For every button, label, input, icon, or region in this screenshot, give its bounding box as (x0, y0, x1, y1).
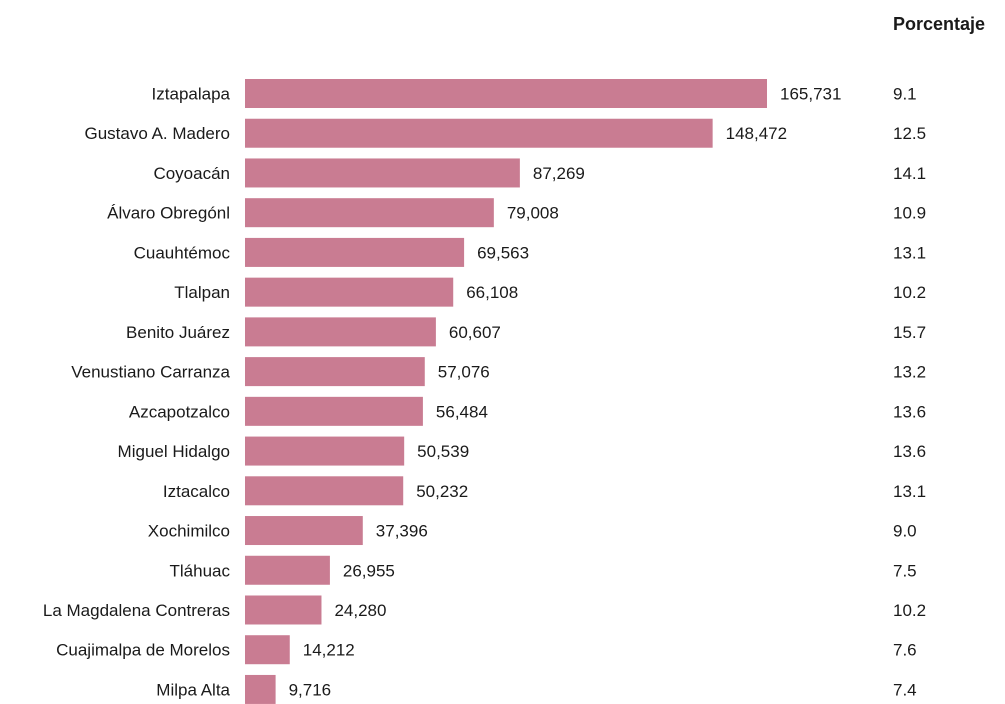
percentage-label: 7.5 (893, 561, 917, 580)
percentage-label: 13.1 (893, 482, 926, 501)
bar (245, 555, 330, 585)
category-label: Tlalpan (174, 283, 230, 302)
chart-rows: Iztapalapa 165,731 9.1 Gustavo A. Madero 148… (43, 79, 926, 704)
value-label: 165,731 (780, 85, 841, 104)
value-label: 69,563 (477, 243, 529, 262)
value-label: 50,539 (417, 442, 469, 461)
percentage-label: 13.1 (893, 243, 926, 262)
value-label: 66,108 (466, 283, 518, 302)
bar (245, 118, 713, 148)
percentage-label: 9.1 (893, 85, 917, 104)
category-label: Benito Juárez (126, 323, 230, 342)
category-label: La Magdalena Contreras (43, 601, 230, 620)
category-label: Venustiano Carranza (71, 363, 230, 382)
percentage-label: 14.1 (893, 164, 926, 183)
bar (245, 595, 322, 625)
percentage-label: 10.9 (893, 204, 926, 223)
category-label: Iztacalco (163, 482, 230, 501)
bar (245, 476, 404, 506)
percentage-column-header: Porcentaje (893, 14, 985, 34)
percentage-label: 7.6 (893, 641, 917, 660)
category-label: Iztapalapa (152, 85, 231, 104)
value-label: 9,716 (289, 680, 332, 699)
value-label: 24,280 (334, 601, 386, 620)
percentage-label: 9.0 (893, 522, 917, 541)
bar (245, 357, 425, 387)
percentage-label: 10.2 (893, 601, 926, 620)
percentage-label: 13.2 (893, 363, 926, 382)
value-label: 14,212 (303, 641, 355, 660)
percentage-label: 10.2 (893, 283, 926, 302)
value-label: 26,955 (343, 561, 395, 580)
bar (245, 158, 520, 188)
percentage-label: 13.6 (893, 442, 926, 461)
bar (245, 516, 363, 546)
value-label: 87,269 (533, 164, 585, 183)
value-label: 50,232 (416, 482, 468, 501)
category-label: Álvaro Obregónl (107, 204, 230, 223)
value-label: 148,472 (726, 124, 787, 143)
bar (245, 277, 454, 307)
bar (245, 317, 436, 347)
bar (245, 79, 767, 108)
category-label: Azcapotzalco (129, 402, 230, 421)
bar (245, 237, 465, 267)
bar (245, 198, 494, 228)
bar (245, 635, 290, 665)
category-label: Tláhuac (170, 561, 231, 580)
category-label: Cuajimalpa de Morelos (56, 641, 230, 660)
value-label: 37,396 (376, 522, 428, 541)
percentage-label: 12.5 (893, 124, 926, 143)
category-label: Gustavo A. Madero (84, 124, 230, 143)
category-label: Cuauhtémoc (134, 243, 231, 262)
percentage-label: 7.4 (893, 680, 917, 699)
percentage-label: 13.6 (893, 402, 926, 421)
bar (245, 436, 405, 466)
category-label: Xochimilco (148, 522, 230, 541)
percentage-label: 15.7 (893, 323, 926, 342)
value-label: 56,484 (436, 402, 488, 421)
category-label: Miguel Hidalgo (118, 442, 230, 461)
category-label: Milpa Alta (156, 680, 230, 699)
bar (245, 674, 276, 704)
category-label: Coyoacán (153, 164, 230, 183)
value-label: 57,076 (438, 363, 490, 382)
value-label: 60,607 (449, 323, 501, 342)
bar (245, 396, 423, 426)
value-label: 79,008 (507, 204, 559, 223)
